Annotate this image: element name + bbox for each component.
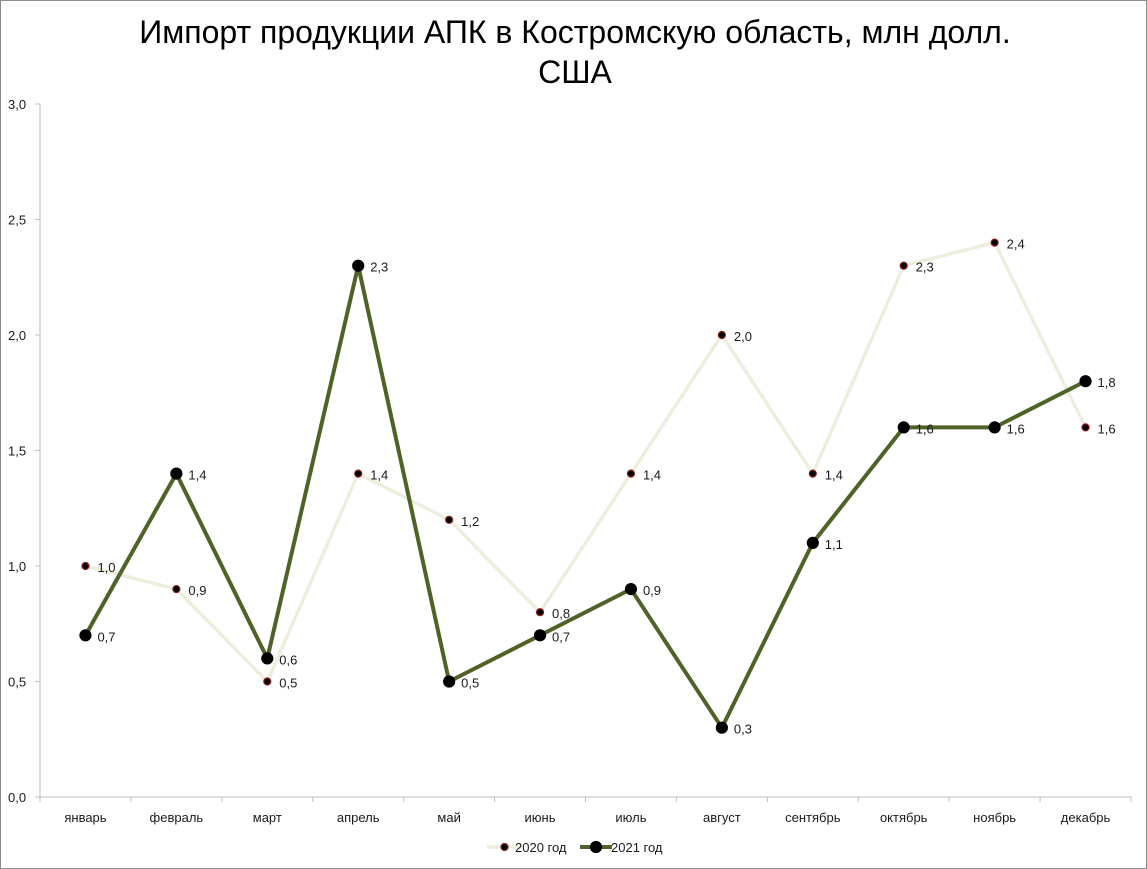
x-tick-label: ноябрь: [973, 810, 1016, 825]
data-label-2020: 2,4: [1007, 237, 1025, 252]
data-label-2021: 1,1: [825, 537, 843, 552]
data-point-2021: [806, 536, 819, 550]
data-label-2020: 1,6: [1098, 421, 1116, 436]
chart-title: Импорт продукции АПК в Костромскую облас…: [40, 12, 1110, 92]
y-tick-label: 2,0: [8, 328, 26, 343]
legend-marker-2021: [589, 840, 603, 854]
data-label-2020: 2,3: [916, 260, 934, 275]
x-tick-label: апрель: [337, 810, 380, 825]
data-point-2021: [261, 652, 274, 665]
x-tick-label: сентябрь: [785, 810, 841, 825]
data-point-2020: [717, 330, 726, 340]
data-point-2020: [445, 515, 454, 524]
legend-label-2021: 2021 год: [611, 840, 663, 855]
data-point-2020: [990, 238, 999, 247]
data-label-2021: 1,4: [188, 468, 206, 483]
data-point-2021: [624, 582, 638, 596]
data-point-2020: [1081, 423, 1090, 432]
y-tick-label: 1,0: [8, 559, 26, 574]
data-label-2021: 0,7: [552, 629, 570, 644]
data-label-2020: 1,4: [825, 468, 843, 483]
data-label-2021: 2,3: [370, 260, 388, 275]
series-line-2021: [83, 263, 1087, 730]
x-tick-label: июль: [615, 810, 646, 825]
data-point-2021: [988, 421, 1001, 434]
data-point-2021: [897, 421, 910, 434]
axes: 0,0 0,5 1,0 1,5 2,0 2,5 3,0 январь февраль март ап…: [8, 97, 1132, 825]
data-label-2020: 1,2: [461, 514, 479, 529]
x-tick-label: октябрь: [880, 810, 928, 825]
data-labels: 1,0 0,9 0,5 1,4 1,2 0,8 1,4 2,0 1,4 2,3 2,4 1,6 0,7 1…: [97, 237, 1115, 737]
x-tick-label: май: [437, 810, 460, 825]
data-label-2021: 0,9: [643, 583, 661, 598]
data-label-2021: 0,7: [97, 629, 115, 644]
y-tick-label: 1,5: [8, 444, 26, 459]
x-tick-label: август: [703, 810, 741, 825]
data-label-2020: 0,8: [552, 606, 570, 621]
y-tick-label: 2,5: [8, 213, 26, 228]
data-point-2021: [443, 675, 456, 688]
y-tick-label: 3,0: [8, 97, 26, 112]
series-layer: [79, 238, 1092, 734]
x-tick-label: декабрь: [1061, 810, 1111, 825]
legend: 2020 год 2021 год: [487, 840, 663, 855]
data-label-2021: 1,6: [1007, 421, 1025, 436]
data-label-2021: 0,5: [461, 676, 479, 691]
data-point-2021: [715, 721, 728, 734]
data-point-2021: [352, 259, 365, 272]
data-label-2020: 1,4: [643, 468, 661, 483]
data-point-2021: [79, 629, 92, 642]
data-label-2021: 1,8: [1098, 375, 1116, 390]
data-label-2020: 2,0: [734, 329, 752, 344]
data-point-2020: [354, 469, 363, 478]
data-point-2020: [808, 469, 817, 478]
data-point-2020: [535, 608, 545, 617]
x-tick-label: январь: [64, 810, 106, 825]
data-point-2021: [533, 629, 547, 642]
data-point-2020: [899, 261, 908, 270]
chart-title-line-1: Импорт продукции АПК в Костромскую облас…: [139, 14, 1011, 50]
x-tick-label: февраль: [150, 810, 204, 825]
data-label-2020: 0,9: [188, 583, 206, 598]
data-point-2021: [170, 467, 183, 480]
data-point-2020: [263, 677, 272, 686]
data-point-2020: [81, 561, 90, 571]
y-tick-label: 0,5: [8, 675, 26, 690]
data-point-2020: [172, 584, 181, 594]
y-tick-label: 0,0: [8, 790, 26, 805]
data-label-2021: 0,6: [279, 652, 297, 667]
data-label-2020: 1,4: [370, 468, 388, 483]
x-tick-label: июнь: [525, 810, 556, 825]
data-label-2021: 0,3: [734, 722, 752, 737]
chart-title-line-2: США: [538, 54, 612, 90]
data-label-2020: 0,5: [279, 676, 297, 691]
data-label-2021: 1,6: [916, 421, 934, 436]
x-tick-label: март: [253, 810, 282, 825]
legend-marker-2020: [500, 842, 509, 852]
data-point-2020: [626, 469, 636, 478]
data-point-2021: [1079, 375, 1092, 388]
series-line-2020: [85, 240, 1088, 684]
legend-label-2020: 2020 год: [515, 840, 567, 855]
data-label-2020: 1,0: [97, 560, 115, 575]
